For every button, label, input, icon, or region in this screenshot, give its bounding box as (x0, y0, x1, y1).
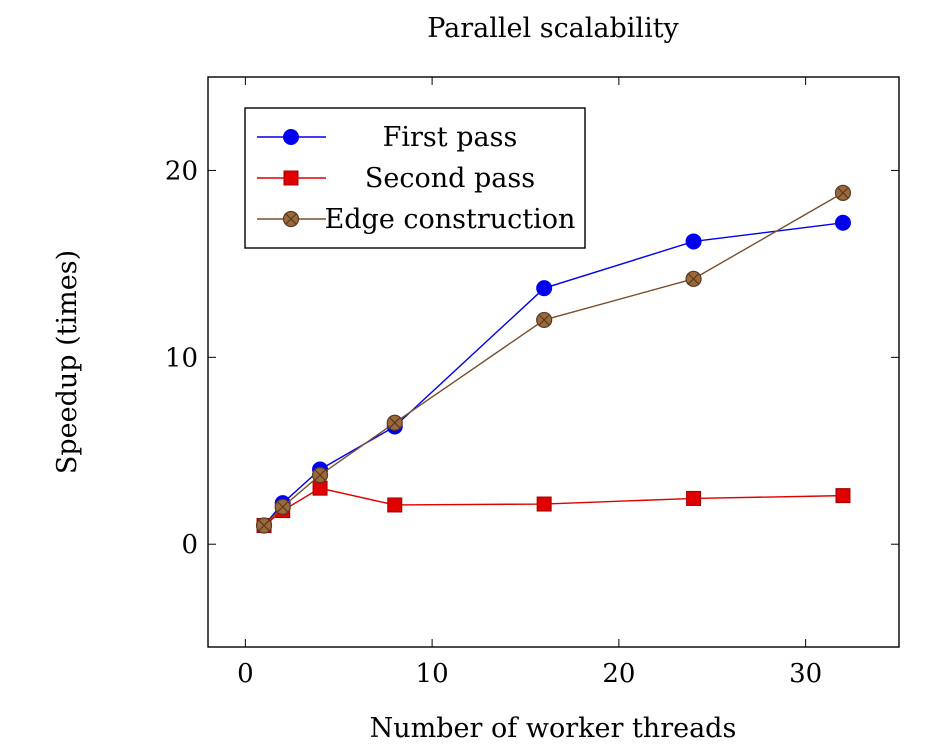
series-layer (255, 184, 852, 534)
data-point (686, 490, 702, 506)
legend-label: Second pass (365, 163, 535, 194)
axes: 0 10 20 30 0 10 20 (165, 76, 900, 689)
data-point (536, 311, 553, 329)
x-tick-label: 10 (416, 659, 449, 689)
x-tick-label: 20 (602, 659, 635, 689)
data-point (387, 497, 403, 513)
data-point (274, 498, 291, 515)
series-0 (256, 214, 851, 534)
data-point (255, 517, 273, 534)
legend-label: Edge construction (325, 204, 576, 235)
data-point (312, 480, 328, 496)
series-line (263, 487, 843, 527)
series-2 (255, 184, 852, 534)
data-point (536, 496, 552, 512)
legend-marker (283, 170, 299, 186)
data-point (834, 214, 851, 231)
data-point (834, 184, 852, 201)
chart-title: Parallel scalability (427, 13, 679, 44)
data-point (311, 466, 329, 484)
data-point (685, 270, 702, 287)
y-tick-label: 0 (181, 530, 198, 560)
data-point (835, 488, 851, 504)
series-line (263, 222, 844, 526)
legend: First pass Second pass Edge construction (244, 107, 586, 249)
data-point (386, 414, 403, 431)
legend-item: Edge construction (257, 204, 575, 235)
y-tick-label: 20 (165, 156, 198, 186)
y-tick-label: 10 (165, 343, 198, 373)
data-point (536, 280, 553, 297)
x-axis-label: Number of worker threads (370, 713, 737, 744)
data-point (685, 233, 702, 250)
legend-item: Second pass (257, 163, 535, 194)
x-tick-label: 30 (789, 659, 822, 689)
series-1 (256, 480, 851, 534)
plot-frame (207, 76, 900, 648)
legend-label: First pass (383, 122, 518, 153)
legend-marker (283, 129, 299, 145)
legend-item: First pass (257, 122, 517, 153)
x-tick-label: 0 (237, 659, 254, 689)
legend-marker (282, 210, 300, 228)
y-axis-label: Speedup (times) (52, 250, 83, 474)
